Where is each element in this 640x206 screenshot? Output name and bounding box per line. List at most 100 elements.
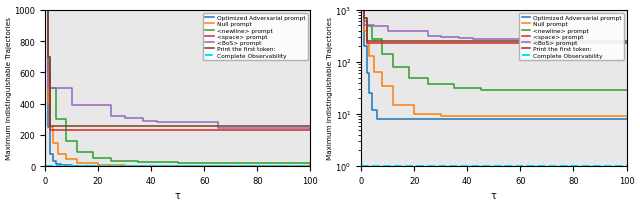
- Null prompt: [379, 85, 387, 88]
- Line: <newline> prompt: <newline> prompt: [45, 11, 310, 164]
- Null prompt: [121, 164, 129, 166]
- <BoS> prompt: [469, 38, 477, 41]
- Optimized Adversarial prompt: [384, 118, 392, 121]
- Optimized Adversarial prompt: [363, 73, 371, 75]
- Line: Print the first token:: Print the first token:: [45, 11, 310, 127]
- <BoS> prompt: [530, 38, 538, 41]
- Optimized Adversarial prompt: [368, 92, 376, 95]
- <newline> prompt: [379, 38, 387, 41]
- Null prompt: [371, 71, 378, 74]
- Line: <BoS> prompt: <BoS> prompt: [45, 11, 310, 130]
- <space> prompt: [47, 72, 54, 74]
- Null prompt: [44, 103, 52, 105]
- <BoS> prompt: [108, 104, 115, 107]
- Optimized Adversarial prompt: [357, 9, 365, 12]
- Null prompt: [121, 165, 129, 167]
- Y-axis label: Maximum Indistinguishable Trajectories: Maximum Indistinguishable Trajectories: [6, 17, 12, 160]
- <space> prompt: [623, 43, 630, 45]
- <BoS> prompt: [307, 127, 314, 129]
- Complete Observability: [623, 165, 630, 168]
- <newline> prompt: [73, 140, 81, 143]
- Optimized Adversarial prompt: [623, 118, 630, 121]
- <space> prompt: [363, 43, 371, 45]
- <BoS> prompt: [214, 121, 221, 123]
- Optimized Adversarial prompt: [384, 118, 392, 121]
- Optimized Adversarial prompt: [44, 9, 52, 12]
- Optimized Adversarial prompt: [49, 153, 57, 155]
- <newline> prompt: [623, 89, 630, 92]
- Null prompt: [54, 142, 62, 144]
- Null prompt: [365, 44, 373, 46]
- <BoS> prompt: [357, 9, 365, 12]
- Complete Observability: [623, 165, 630, 168]
- Null prompt: [371, 55, 378, 58]
- Optimized Adversarial prompt: [47, 153, 54, 155]
- <newline> prompt: [108, 160, 115, 162]
- Line: Null prompt: Null prompt: [45, 11, 310, 166]
- <newline> prompt: [477, 87, 484, 89]
- <space> prompt: [307, 129, 314, 132]
- Optimized Adversarial prompt: [57, 163, 65, 165]
- Null prompt: [410, 113, 418, 116]
- Print the first token:: [41, 9, 49, 12]
- <newline> prompt: [368, 26, 376, 28]
- Optimized Adversarial prompt: [373, 109, 381, 112]
- <newline> prompt: [89, 157, 97, 159]
- Null prompt: [623, 116, 630, 118]
- Null prompt: [73, 158, 81, 161]
- <newline> prompt: [368, 38, 376, 41]
- <newline> prompt: [73, 151, 81, 154]
- <newline> prompt: [360, 18, 368, 20]
- Null prompt: [360, 30, 368, 33]
- Null prompt: [44, 9, 52, 12]
- Complete Observability: [307, 165, 314, 167]
- Optimized Adversarial prompt: [41, 9, 49, 12]
- <BoS> prompt: [211, 121, 219, 123]
- <BoS> prompt: [527, 38, 535, 41]
- Null prompt: [47, 103, 54, 105]
- Null prompt: [363, 30, 371, 33]
- <BoS> prompt: [54, 87, 62, 90]
- <BoS> prompt: [437, 35, 445, 38]
- <BoS> prompt: [140, 118, 147, 120]
- Print the first token:: [307, 125, 314, 128]
- Complete Observability: [41, 165, 49, 167]
- Print the first token:: [623, 40, 630, 43]
- Optimized Adversarial prompt: [307, 165, 314, 167]
- Print the first token:: [44, 56, 52, 59]
- Optimized Adversarial prompt: [44, 126, 52, 129]
- Line: <space> prompt: <space> prompt: [361, 11, 627, 44]
- Optimized Adversarial prompt: [68, 164, 76, 166]
- <BoS> prompt: [424, 31, 431, 33]
- <space> prompt: [363, 21, 371, 23]
- <BoS> prompt: [100, 104, 108, 107]
- Null prompt: [63, 153, 70, 155]
- Null prompt: [379, 71, 387, 74]
- <newline> prompt: [389, 66, 397, 69]
- Line: Optimized Adversarial prompt: Optimized Adversarial prompt: [361, 11, 627, 119]
- Null prompt: [41, 9, 49, 12]
- <BoS> prompt: [68, 87, 76, 90]
- Complete Observability: [357, 165, 365, 168]
- <newline> prompt: [477, 89, 484, 92]
- Null prompt: [307, 165, 314, 167]
- Optimized Adversarial prompt: [397, 118, 405, 121]
- Null prompt: [47, 126, 54, 129]
- Optimized Adversarial prompt: [307, 165, 314, 167]
- <newline> prompt: [89, 151, 97, 154]
- <BoS> prompt: [211, 121, 219, 123]
- <BoS> prompt: [623, 41, 630, 44]
- Optimized Adversarial prompt: [368, 109, 376, 112]
- Optimized Adversarial prompt: [68, 165, 76, 167]
- <newline> prompt: [174, 162, 182, 165]
- <BoS> prompt: [360, 9, 368, 12]
- <newline> prompt: [134, 161, 142, 164]
- <newline> prompt: [357, 9, 365, 12]
- <space> prompt: [360, 9, 368, 12]
- <newline> prompt: [405, 66, 413, 69]
- <BoS> prompt: [68, 104, 76, 107]
- Optimized Adversarial prompt: [52, 163, 60, 165]
- <BoS> prompt: [469, 37, 477, 40]
- <BoS> prompt: [44, 87, 52, 90]
- Optimized Adversarial prompt: [365, 92, 373, 95]
